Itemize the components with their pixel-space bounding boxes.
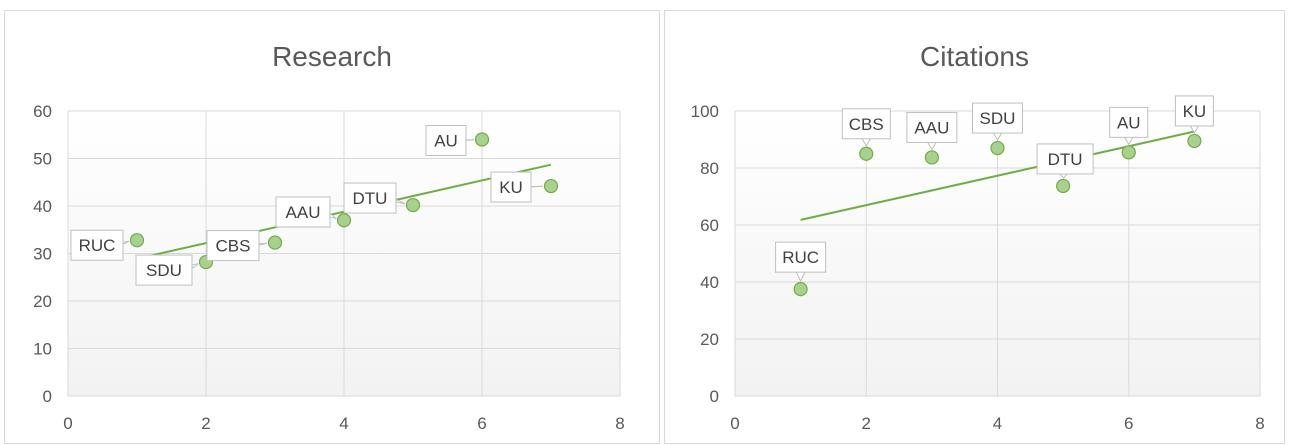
data-point-ruc (131, 234, 144, 247)
data-label-sdu: SDU (136, 255, 198, 285)
citations-plot-area: 0 20 40 60 80 100 0 2 4 6 8 RUC CBS AAU SDU DTU AU KU (665, 11, 1286, 445)
data-point-cbs (269, 236, 282, 249)
svg-text:AU: AU (1117, 113, 1141, 132)
y-tick-label: 10 (33, 340, 52, 359)
x-tick-label: 6 (1124, 414, 1133, 433)
x-tick-label: 8 (615, 414, 624, 433)
svg-text:RUC: RUC (79, 236, 116, 255)
y-tick-label: 60 (33, 102, 52, 121)
svg-text:CBS: CBS (216, 237, 251, 256)
y-tick-label: 0 (43, 387, 52, 406)
y-tick-label: 40 (700, 273, 719, 292)
data-point-dtu (1057, 179, 1070, 192)
y-tick-label: 0 (710, 387, 719, 406)
data-label-cbs: CBS (207, 231, 267, 261)
data-point-aau (338, 214, 351, 227)
svg-text:RUC: RUC (782, 248, 819, 267)
svg-text:DTU: DTU (1048, 150, 1083, 169)
x-tick-label: 2 (862, 414, 871, 433)
data-label-ruc: RUC (71, 230, 129, 260)
data-point-sdu (991, 142, 1004, 155)
x-tick-label: 4 (339, 414, 348, 433)
x-tick-label: 0 (63, 414, 72, 433)
x-tick-label: 0 (730, 414, 739, 433)
y-tick-label: 20 (700, 330, 719, 349)
data-label-dtu: DTU (344, 183, 405, 213)
data-point-dtu (407, 199, 420, 212)
svg-text:CBS: CBS (849, 115, 884, 134)
data-point-cbs (860, 147, 873, 160)
y-tick-label: 80 (700, 159, 719, 178)
x-tick-label: 8 (1255, 414, 1264, 433)
svg-text:AU: AU (434, 132, 458, 151)
data-point-ruc (794, 283, 807, 296)
svg-text:KU: KU (499, 178, 523, 197)
x-tick-label: 2 (201, 414, 210, 433)
data-point-aau (925, 151, 938, 164)
y-tick-label: 50 (33, 150, 52, 169)
y-tick-label: 40 (33, 197, 52, 216)
data-point-ku (545, 180, 558, 193)
svg-text:AAU: AAU (914, 118, 949, 137)
data-point-au (1122, 146, 1135, 159)
svg-text:AAU: AAU (286, 203, 321, 222)
data-label-aau: AAU (276, 197, 336, 227)
y-tick-label: 30 (33, 245, 52, 264)
data-label-dtu: DTU (1037, 144, 1093, 178)
y-tick-label: 20 (33, 292, 52, 311)
y-tick-label: 100 (691, 102, 719, 121)
research-plot-area: 0 10 20 30 40 50 60 0 2 4 6 8 RUC SDU CBS DTU AU KU AAU (5, 11, 661, 445)
svg-text:DTU: DTU (353, 189, 388, 208)
data-point-au (476, 133, 489, 146)
y-tick-label: 60 (700, 216, 719, 235)
svg-text:KU: KU (1183, 102, 1207, 121)
x-tick-label: 6 (477, 414, 486, 433)
x-tick-label: 4 (993, 414, 1002, 433)
svg-text:SDU: SDU (980, 109, 1016, 128)
data-point-ku (1188, 134, 1201, 147)
svg-text:SDU: SDU (146, 261, 182, 280)
